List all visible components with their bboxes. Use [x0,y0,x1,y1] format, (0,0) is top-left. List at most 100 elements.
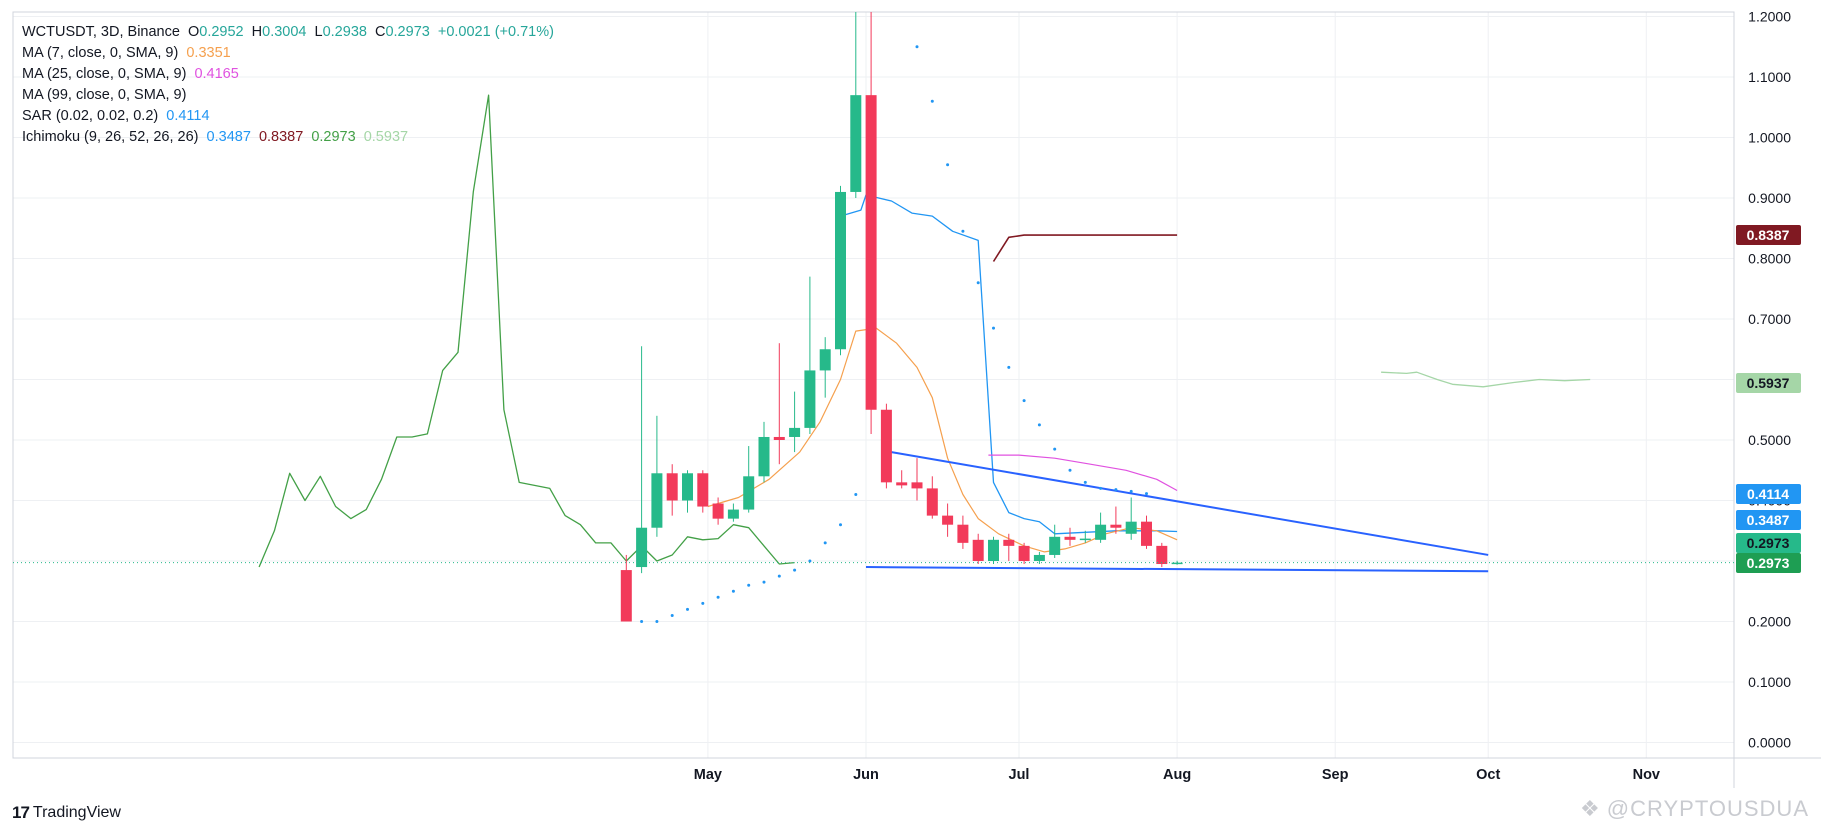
candle-body [942,515,954,525]
candle-body [804,370,816,428]
price-badge-label: 0.5937 [1747,375,1790,391]
ichimoku-span-b-value: 0.5937 [363,129,409,145]
sar-dot [839,523,842,527]
x-tick-label: Sep [1322,767,1349,783]
parabolic-sar [640,45,1148,623]
watermark: ❖ @CRYPTOUSDUA [1580,796,1809,822]
candle-body [651,473,663,528]
price-badge [1736,373,1801,393]
legend-ichimoku-row[interactable]: Ichimoku (9, 26, 52, 26, 26) 0.3487 0.83… [22,127,558,148]
price-badge [1736,510,1801,530]
tradingview-brand[interactable]: 17 TradingView [12,803,121,823]
price-badge-label: 0.2973 [1747,535,1790,551]
legend-sar-row[interactable]: SAR (0.02, 0.02, 0.2) 0.4114 [22,106,558,127]
price-badge-label: 0.4114 [1747,486,1789,502]
x-tick-label: May [694,767,722,783]
sar-dot [808,559,812,563]
ohlc-low: L0.2938 [314,24,367,40]
candle-body [972,539,984,561]
legend-ma99-row[interactable]: MA (99, close, 0, SMA, 9) [22,85,558,106]
price-badge-label: 0.8387 [1747,227,1790,243]
ichimoku-conversion-line [840,194,1178,535]
x-tick-label: Jun [853,767,879,783]
sar-dot [716,595,720,599]
ohlc-open: O0.2952 [187,24,244,40]
ma99-label: MA (99, close, 0, SMA, 9) [22,87,187,103]
candle-body [1033,554,1045,561]
ichimoku-base-line [992,234,1178,262]
price-badge-label: 0.2973 [1747,555,1790,571]
sar-dot [961,229,965,233]
candle-body [1064,536,1076,540]
ichimoku-label: Ichimoku (9, 26, 52, 26, 26) [22,129,199,145]
tradingview-logo-icon: 17 [12,803,30,822]
candle-body [1079,538,1091,541]
y-tick-label: 0.1000 [1748,674,1791,690]
sar-dot [1099,486,1103,490]
y-tick-label: 1.2000 [1748,9,1791,25]
x-tick-label: Nov [1633,767,1660,783]
candle-body [896,482,908,486]
sar-value: 0.4114 [166,108,210,124]
ichimoku-indicator [258,94,1591,568]
candle-body [1171,562,1183,565]
sar-dot [640,620,644,623]
candle-body [1110,524,1122,528]
sar-dot [854,492,858,496]
candle-body [819,349,831,371]
y-tick-label: 0.9000 [1748,190,1791,206]
sar-dot [1129,489,1133,493]
candle-body [850,95,862,192]
ma25-line [988,454,1178,492]
sar-dot [670,613,674,617]
candlesticks [620,12,1183,622]
sar-dot [1053,447,1057,451]
x-tick-label: Aug [1163,767,1191,783]
candle-body [835,191,846,350]
candle-body [620,570,632,622]
candle-body [988,539,999,561]
price-badge [1736,225,1801,245]
sar-dot [1022,399,1026,403]
ohlc-high: H0.3004 [251,24,307,40]
legend-symbol-row[interactable]: WCTUSDT, 3D, Binance O0.2952 H0.3004 L0.… [22,22,558,43]
x-tick-label: Jul [1009,767,1030,783]
sar-dot [992,326,995,330]
ichimoku-lagging-value: 0.2973 [311,129,356,145]
ma25-value: 0.4165 [194,66,239,82]
sar-dot [1068,468,1072,472]
sar-dot [823,541,827,545]
price-badge-label: 0.3487 [1747,512,1790,528]
ma7-line [707,327,1178,553]
candle-body [1018,545,1030,561]
sar-dot [1145,492,1148,496]
candle-body [789,427,801,437]
candle-body [727,509,739,519]
ichimoku-conversion-value: 0.3487 [206,129,251,145]
ohlc-change: +0.0021 (+0.71%) [437,24,554,40]
ichimoku-lagging-span [258,94,795,568]
sar-dot [747,583,751,587]
y-tick-label: 1.0000 [1748,130,1791,146]
trendlines [865,451,1489,573]
candle-body [1156,545,1168,565]
sar-dot [686,607,689,611]
ma25-label: MA (25, close, 0, SMA, 9) [22,66,187,82]
candle-body [1095,524,1107,540]
sar-label: SAR (0.02, 0.02, 0.2) [22,108,159,124]
candle-body [1049,536,1061,555]
sar-dot [762,580,766,584]
legend-ma7-row[interactable]: MA (7, close, 0, SMA, 9) 0.3351 [22,43,558,64]
candle-body [743,476,755,510]
time-axis: May Jun Jul Aug Sep Oct Nov [694,767,1660,783]
sar-dot [655,620,659,623]
sar-dot [701,601,705,605]
sar-dot [1037,423,1041,427]
legend-ma25-row[interactable]: MA (25, close, 0, SMA, 9) 0.4165 [22,64,558,85]
candle-body [926,488,938,516]
candle-body [697,473,709,507]
sar-dot [976,281,980,285]
moving-averages [707,327,1178,553]
y-tick-label: 0.0000 [1748,735,1791,751]
